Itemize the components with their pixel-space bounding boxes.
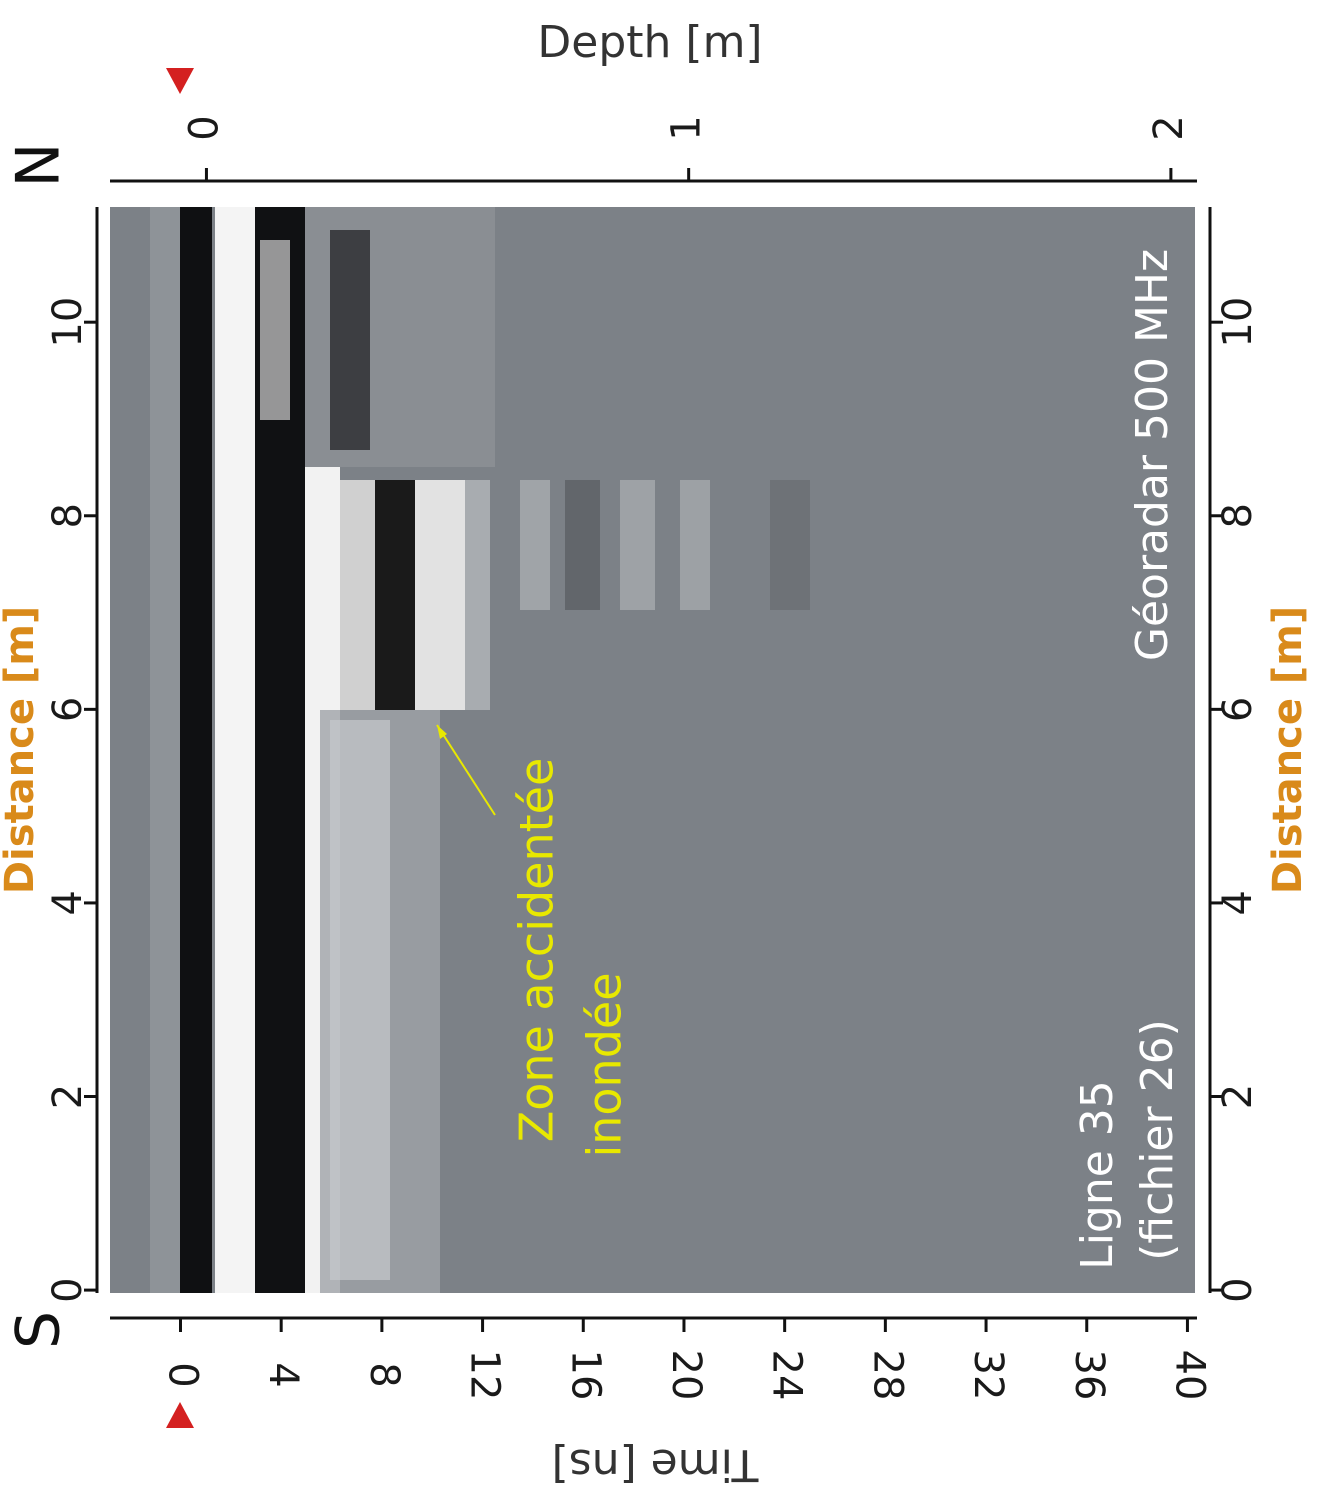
arrow-head (437, 725, 447, 739)
north-label: N (4, 143, 74, 188)
y-tick-label: 4 (1215, 890, 1261, 915)
y-tick-label: 6 (1215, 697, 1261, 722)
y-tick-label: 2 (1215, 1084, 1261, 1109)
x-tick-label: 4 (260, 1362, 306, 1387)
x-tick-label: 36 (1066, 1350, 1112, 1401)
y-tick-label: 0 (1215, 1277, 1261, 1302)
annotation: Géoradar 500 MHz (1127, 249, 1178, 661)
radargram-image (110, 207, 1195, 1293)
annotation: Ligne 35 (1072, 1080, 1123, 1270)
x2-tick-label: 1 (664, 115, 710, 140)
annotation: Zone accidentée (510, 758, 564, 1143)
y-tick-label: 8 (1215, 503, 1261, 528)
x2-tick-label: 0 (181, 115, 227, 140)
annotation: inondée (578, 972, 632, 1157)
marker (166, 68, 194, 94)
time-title: Time [ns] (552, 1439, 760, 1490)
x-tick-label: 16 (562, 1350, 608, 1401)
y-tick-label: 6 (45, 697, 91, 722)
x-tick-label: 28 (864, 1350, 910, 1401)
x2-tick-label: 2 (1146, 115, 1192, 140)
y-tick-label: 0 (45, 1277, 91, 1302)
depth-title: Depth [m] (537, 17, 762, 68)
distance-title: Distance [m] (1265, 606, 1311, 894)
annotation: (fichier 26) (1132, 1019, 1183, 1260)
distance-title: Distance [m] (0, 606, 43, 894)
y-tick-label: 8 (45, 503, 91, 528)
x-tick-label: 24 (764, 1350, 810, 1401)
x-tick-label: 0 (159, 1362, 205, 1387)
x-tick-label: 12 (462, 1350, 508, 1401)
x-tick-label: 40 (1166, 1350, 1212, 1401)
x-tick-label: 20 (663, 1350, 709, 1401)
south-label: S (4, 1311, 74, 1349)
marker (166, 1402, 194, 1428)
x-tick-label: 8 (361, 1362, 407, 1387)
y-tick-label: 2 (45, 1084, 91, 1109)
x-tick-label: 32 (965, 1350, 1011, 1401)
y-tick-label: 10 (1215, 297, 1261, 348)
annotation-arrow (436, 724, 496, 816)
y-tick-label: 4 (45, 890, 91, 915)
y-tick-label: 10 (45, 297, 91, 348)
